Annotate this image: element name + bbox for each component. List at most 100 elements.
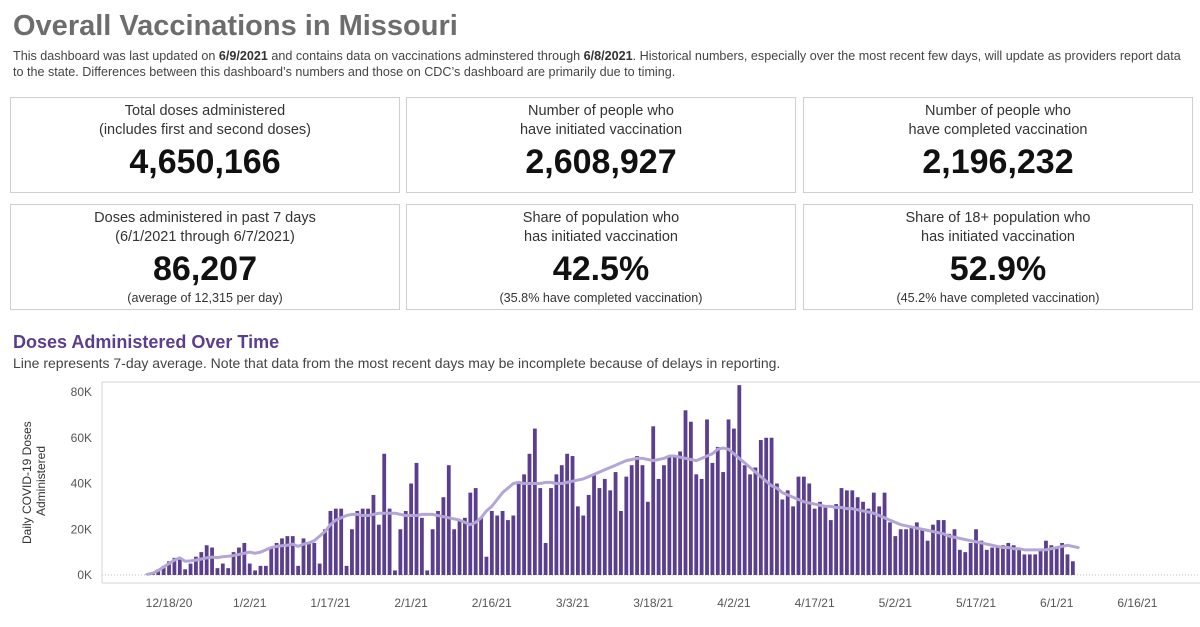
- bar: [823, 506, 828, 576]
- bar: [323, 529, 327, 575]
- bar: [1070, 561, 1075, 575]
- y-tick-label: 80K: [71, 385, 92, 399]
- stat-subtext: (average of 12,315 per day): [127, 291, 283, 305]
- bar: [339, 508, 344, 575]
- bar: [156, 569, 161, 575]
- bar: [635, 456, 639, 575]
- bar: [419, 517, 424, 575]
- bar: [226, 568, 231, 575]
- bar: [495, 515, 500, 575]
- bar: [861, 501, 865, 575]
- bar: [828, 520, 833, 575]
- stat-value: 4,650,166: [129, 143, 281, 181]
- bar: [565, 453, 570, 575]
- bar: [990, 547, 995, 575]
- bar: [215, 568, 220, 575]
- stat-card-share-initiated: Share of population who has initiated vac…: [406, 204, 796, 310]
- y-axis-title-line1: Daily COVID-19 Doses: [20, 421, 34, 544]
- bar: [651, 426, 656, 575]
- bar: [645, 501, 650, 575]
- bar: [1017, 549, 1021, 575]
- updated-date: 6/9/2021: [218, 49, 268, 63]
- bar: [457, 520, 462, 575]
- bar: [301, 538, 306, 575]
- bar: [549, 488, 553, 575]
- bar: [748, 474, 752, 575]
- y-tick-label: 20K: [71, 522, 92, 536]
- bar: [366, 508, 370, 575]
- bar: [586, 494, 591, 575]
- y-axis-title-line2: Administered: [34, 446, 48, 516]
- bar: [602, 478, 607, 575]
- bar: [511, 515, 516, 575]
- bar: [398, 529, 403, 575]
- bar: [296, 565, 301, 575]
- bar: [877, 506, 882, 576]
- bar: [242, 542, 247, 575]
- bar: [237, 547, 241, 575]
- bar: [463, 517, 467, 575]
- bar: [371, 494, 376, 575]
- bar: [801, 476, 806, 575]
- bar: [468, 492, 473, 575]
- bar: [1049, 545, 1054, 575]
- stat-value: 52.9%: [949, 250, 1047, 288]
- stat-card-share-18-plus: Share of 18+ population who has initiated…: [803, 204, 1193, 310]
- bar: [974, 529, 978, 575]
- bar: [274, 542, 279, 575]
- bar: [753, 467, 758, 575]
- bar: [393, 570, 397, 575]
- bar: [307, 542, 311, 575]
- bar: [624, 476, 629, 575]
- bar: [220, 563, 225, 575]
- bar: [775, 483, 779, 575]
- y-tick-label: 40K: [71, 477, 92, 491]
- bar: [527, 453, 532, 575]
- bar: [403, 510, 408, 575]
- bar: [925, 540, 930, 575]
- x-tick-label: 5/17/21: [956, 596, 996, 610]
- bar: [554, 474, 559, 575]
- bar: [263, 565, 268, 575]
- bar: [473, 488, 478, 575]
- average-line-series: [146, 446, 1080, 576]
- bar: [807, 483, 812, 575]
- bar: [667, 456, 672, 575]
- stat-card-past-7-days: Doses administered in past 7 days (6/1/20…: [10, 204, 400, 310]
- bar: [441, 497, 446, 575]
- bar: [344, 565, 349, 575]
- bar: [1027, 554, 1032, 575]
- bar: [436, 510, 440, 575]
- bar: [532, 428, 537, 575]
- bar: [543, 542, 548, 575]
- bar: [979, 540, 984, 575]
- bar: [1044, 540, 1048, 575]
- bar: [425, 570, 430, 575]
- x-tick-label: 4/2/21: [717, 596, 751, 610]
- bar: [1006, 542, 1011, 575]
- bar: [317, 563, 322, 575]
- bar: [204, 545, 209, 575]
- bar: [850, 490, 855, 575]
- bar: [576, 506, 580, 576]
- bar: [963, 552, 968, 576]
- x-tick-label: 1/2/21: [233, 596, 267, 610]
- bar: [898, 529, 903, 575]
- bar: [656, 478, 661, 575]
- bar: [1033, 554, 1038, 575]
- bar: [387, 508, 392, 575]
- bar: [1038, 549, 1043, 575]
- average-line: [146, 446, 1080, 576]
- bar: [592, 474, 596, 575]
- bar: [882, 492, 887, 575]
- bar: [893, 536, 898, 575]
- y-axis-title: Daily COVID-19 Doses Administered: [20, 418, 48, 544]
- x-tick-label: 3/3/21: [556, 596, 590, 610]
- bar: [269, 547, 274, 575]
- bar: [538, 488, 543, 575]
- bar: [909, 526, 914, 575]
- y-tick-label: 0K: [77, 568, 92, 582]
- stat-subtext: (45.2% have completed vaccination): [896, 291, 1100, 305]
- bar: [812, 508, 817, 575]
- bar: [694, 474, 699, 575]
